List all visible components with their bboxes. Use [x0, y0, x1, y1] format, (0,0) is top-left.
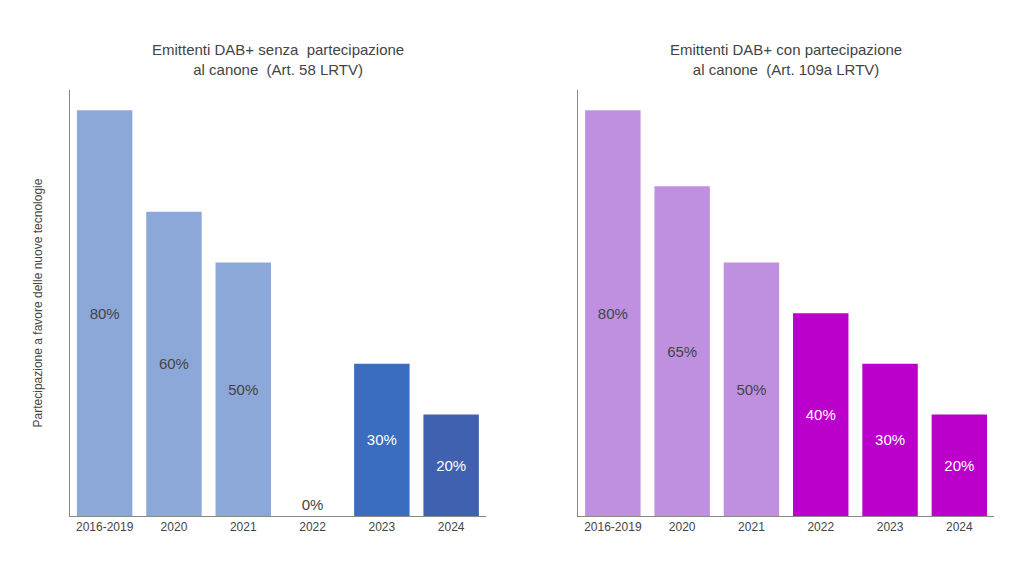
- svg-text:2020: 2020: [669, 520, 696, 534]
- svg-text:2016-2019: 2016-2019: [584, 520, 642, 534]
- svg-text:80%: 80%: [598, 305, 628, 322]
- svg-text:0%: 0%: [302, 496, 324, 513]
- svg-text:20%: 20%: [436, 457, 466, 474]
- svg-text:2023: 2023: [368, 520, 395, 534]
- svg-text:2024: 2024: [438, 520, 465, 534]
- svg-text:2022: 2022: [299, 520, 326, 534]
- svg-text:Emittenti DAB+ senza partecip: Emittenti DAB+ senza partecipazioneal ca…: [152, 41, 404, 78]
- svg-text:65%: 65%: [667, 343, 697, 360]
- svg-text:40%: 40%: [806, 406, 836, 423]
- svg-text:30%: 30%: [875, 431, 905, 448]
- svg-text:50%: 50%: [228, 381, 258, 398]
- svg-text:50%: 50%: [736, 381, 766, 398]
- svg-text:2024: 2024: [946, 520, 973, 534]
- svg-text:80%: 80%: [90, 305, 120, 322]
- svg-text:2021: 2021: [738, 520, 765, 534]
- svg-text:2021: 2021: [230, 520, 257, 534]
- svg-text:20%: 20%: [944, 457, 974, 474]
- svg-text:2020: 2020: [161, 520, 188, 534]
- svg-text:2016-2019: 2016-2019: [76, 520, 134, 534]
- svg-text:30%: 30%: [367, 431, 397, 448]
- svg-text:2022: 2022: [807, 520, 834, 534]
- svg-text:2023: 2023: [877, 520, 904, 534]
- svg-text:60%: 60%: [159, 355, 189, 372]
- svg-text:Partecipazione a favore delle: Partecipazione a favore delle nuove tecn…: [31, 178, 45, 427]
- svg-text:Emittenti DAB+ con partecipazi: Emittenti DAB+ con partecipazioneal cano…: [670, 41, 902, 78]
